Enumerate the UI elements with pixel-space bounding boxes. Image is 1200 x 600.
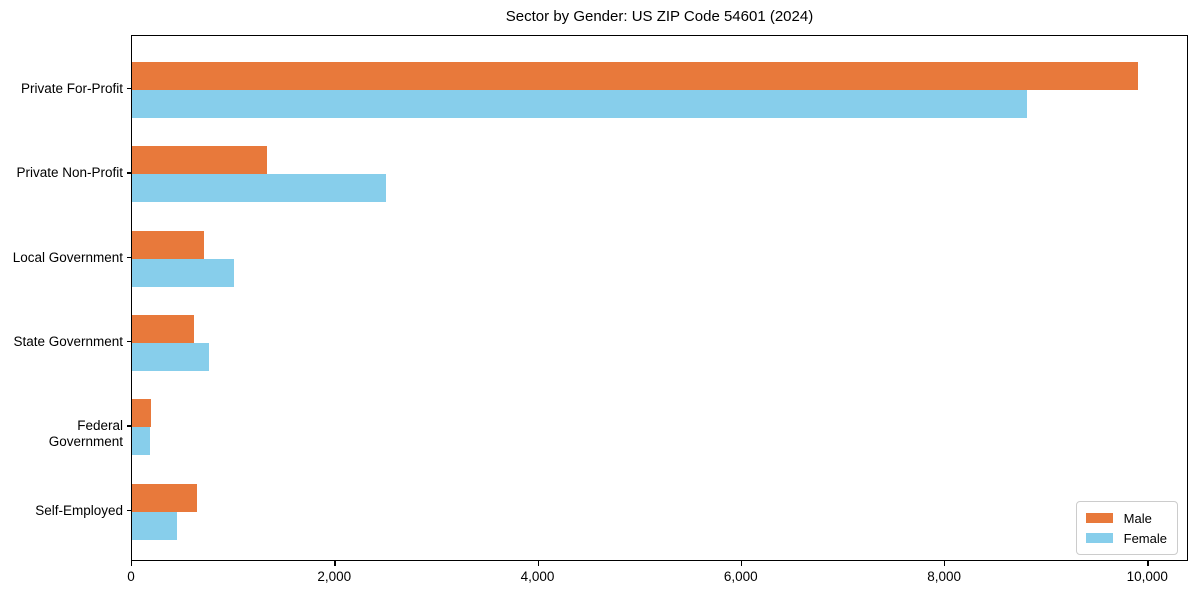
bar-male-private-non-profit: [132, 146, 268, 175]
bar-female-private-for-profit: [132, 90, 1028, 118]
x-tick-label-4-000: 4,000: [520, 569, 555, 584]
legend-label-female: Female: [1123, 530, 1167, 546]
x-tick-mark: [944, 561, 946, 566]
bar-male-federal-government: [132, 399, 152, 428]
bar-female-private-non-profit: [132, 174, 387, 203]
bar-male-private-for-profit: [132, 62, 1139, 90]
legend-swatch-female: [1085, 533, 1113, 543]
bar-female-state-government: [132, 342, 210, 371]
y-tick-label-federal-government: Federal Government: [48, 418, 123, 450]
x-tick-mark: [334, 561, 336, 566]
x-tick-label-2-000: 2,000: [317, 569, 352, 584]
legend-entry-male: Male: [1085, 508, 1167, 528]
y-tick-mark: [127, 425, 131, 427]
legend-entry-female: Female: [1085, 528, 1167, 548]
y-tick-label-self-employed: Self-Employed: [35, 502, 123, 518]
y-tick-label-state-government: State Government: [13, 333, 123, 349]
x-tick-label-0: 0: [127, 569, 135, 584]
x-tick-label-8-000: 8,000: [927, 569, 961, 584]
y-tick-mark: [127, 88, 131, 90]
y-tick-mark: [127, 509, 131, 511]
x-tick-label-10-000: 10,000: [1126, 569, 1168, 584]
x-tick-label-6-000: 6,000: [723, 569, 758, 584]
x-tick-mark: [1147, 561, 1149, 566]
y-tick-mark: [127, 340, 131, 343]
bar-female-self-employed: [132, 511, 177, 540]
y-tick-label-private-for-profit: Private For-Profit: [20, 81, 123, 96]
legend-swatch-male: [1085, 513, 1113, 523]
x-tick-mark: [740, 561, 743, 566]
x-tick-mark: [131, 561, 133, 566]
bar-female-federal-government: [132, 427, 150, 456]
plot-area: Male Female: [131, 35, 1188, 561]
bar-male-self-employed: [132, 483, 197, 512]
bar-male-local-government: [132, 230, 205, 259]
y-tick-label-private-non-profit: Private Non-Profit: [16, 165, 123, 181]
legend: Male Female: [1075, 501, 1178, 555]
bar-female-local-government: [132, 258, 234, 287]
legend-label-male: Male: [1123, 510, 1152, 526]
chart-title: Sector by Gender: US ZIP Code 54601 (202…: [505, 8, 814, 25]
y-tick-mark: [127, 256, 131, 258]
y-tick-mark: [127, 172, 131, 174]
y-tick-label-local-government: Local Government: [12, 249, 123, 265]
x-tick-mark: [537, 561, 539, 566]
bar-male-state-government: [132, 314, 194, 343]
